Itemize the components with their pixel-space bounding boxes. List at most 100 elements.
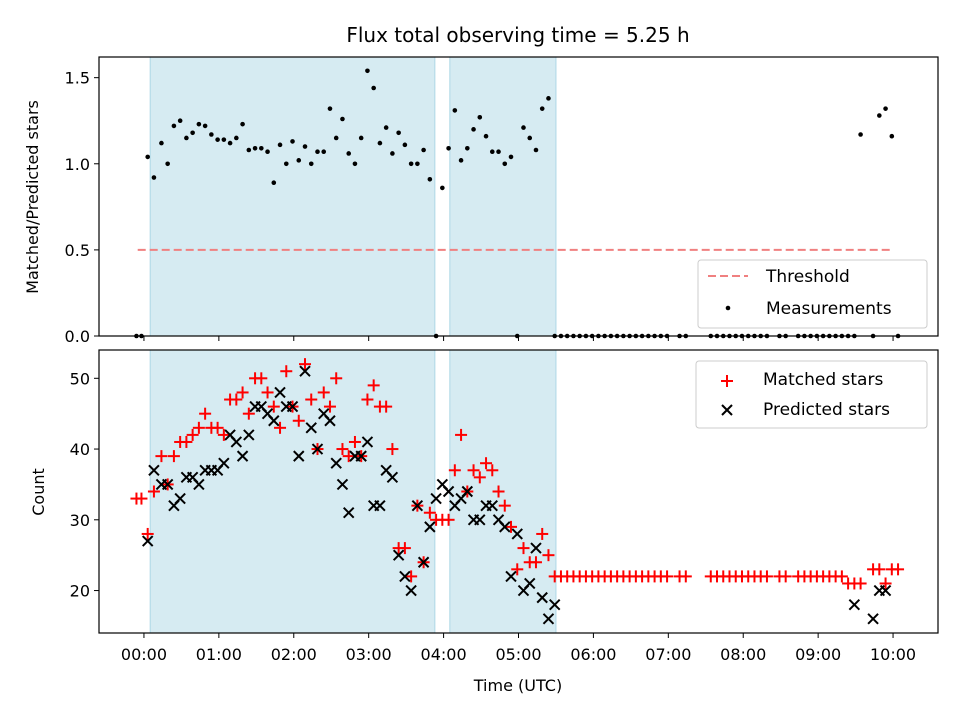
measurement-point: [277, 142, 283, 148]
measurement-point: [408, 161, 414, 167]
matched-point: [892, 563, 905, 576]
matched-point: [305, 393, 318, 406]
predicted-point: [424, 521, 436, 533]
measurement-point: [151, 175, 157, 180]
threshold-legend-label: Threshold: [765, 267, 850, 287]
measurement-point: [415, 161, 420, 167]
matched-point: [155, 450, 168, 463]
measurement-point: [327, 106, 333, 111]
measurement-point: [452, 108, 458, 113]
measurement-point: [477, 114, 483, 120]
matched-point: [380, 400, 393, 413]
predicted-point: [392, 549, 405, 561]
measurement-point: [502, 161, 508, 167]
measurement-point: [246, 147, 252, 153]
measurement-point: [421, 147, 426, 153]
measurement-point: [308, 161, 314, 167]
matched-point: [199, 407, 212, 420]
measurement-point: [302, 144, 308, 149]
measurement-point: [390, 151, 395, 156]
matched-point: [323, 400, 336, 413]
measurement-point: [177, 118, 183, 124]
y-tick-label: 0.5: [65, 241, 90, 260]
predicted-point: [274, 386, 286, 399]
matched-point: [679, 570, 692, 583]
predicted-point: [530, 542, 542, 554]
measurement-point: [227, 140, 233, 146]
matched-point: [473, 471, 486, 484]
matched-point: [336, 443, 349, 456]
predicted-point: [336, 478, 349, 491]
measurement-point: [202, 123, 208, 129]
ratio-legend-box: [697, 259, 928, 329]
predicted-point: [330, 457, 342, 469]
measurement-point: [234, 135, 239, 141]
measurement-point: [259, 145, 264, 151]
measurements-legend-swatch: [725, 305, 731, 311]
matched-point: [498, 499, 511, 512]
matched-point: [180, 435, 193, 448]
measurement-point: [265, 149, 270, 155]
matched-point: [367, 379, 380, 392]
matched-point: [261, 386, 274, 399]
predicted-point: [879, 584, 892, 597]
predicted-point: [299, 365, 311, 377]
matched-point: [536, 527, 549, 540]
measurement-point: [877, 113, 882, 118]
measurement-point: [184, 135, 189, 141]
x-tick-label: 08:00: [720, 645, 766, 664]
predicted-point: [193, 478, 205, 491]
ratio-legend: Threshold Measurements: [697, 259, 928, 329]
matched-point: [217, 428, 230, 441]
predicted-point: [524, 577, 536, 590]
measurement-point: [427, 176, 433, 182]
measurement-point: [440, 185, 445, 191]
count-panel: 20 30 40 50 00:00 01:00 02:00 03:00 04:00 05:00 0…: [29, 349, 939, 695]
matched-point: [467, 464, 480, 477]
x-tick-label: 04:00: [421, 645, 467, 664]
predicted-point: [461, 485, 474, 498]
ratio-panel: 0.0 0.5 1.0 1.5 Matched/Predicted stars Thr…: [23, 56, 939, 346]
count-legend: Matched stars Predicted stars: [695, 360, 928, 429]
predicted-point: [474, 514, 486, 526]
measurements-legend-label: Measurements: [766, 299, 892, 319]
count-legend-box: [695, 360, 928, 429]
matched-point: [242, 407, 255, 420]
predicted-point: [218, 457, 230, 469]
matched-point: [330, 372, 343, 385]
measurement-point: [346, 151, 352, 156]
x-tick-label: 06:00: [570, 645, 616, 664]
matched-point: [211, 421, 224, 434]
measurement-point: [465, 145, 470, 151]
matched-point: [661, 570, 674, 583]
measurement-point: [321, 149, 327, 155]
measurement-point: [283, 161, 289, 167]
predicted-point: [161, 478, 174, 491]
matched-point: [192, 421, 205, 434]
measurement-point: [489, 149, 495, 155]
measurement-point: [221, 137, 227, 142]
matched-point: [442, 513, 455, 526]
matched-point: [517, 542, 530, 555]
predicted-point: [405, 584, 417, 597]
measurement-point: [196, 121, 202, 127]
predicted-point: [230, 436, 243, 448]
measurement-point: [290, 139, 295, 144]
matched-point: [147, 485, 160, 498]
predicted-point: [361, 436, 374, 448]
matched-point: [398, 542, 411, 555]
x-tick-label: 10:00: [870, 645, 916, 664]
y-tick-label: 30: [70, 511, 90, 530]
measurement-point: [352, 161, 358, 167]
measurement-point: [159, 140, 164, 146]
measurement-point: [527, 135, 533, 141]
matched-point: [361, 393, 374, 406]
measurement-point: [145, 154, 150, 160]
predicted-point: [430, 492, 442, 505]
x-tick-label: 05:00: [495, 645, 541, 664]
matched-point: [542, 549, 555, 562]
observing-interval-2: [449, 56, 557, 337]
matched-point: [529, 556, 542, 569]
predicted-point: [499, 521, 511, 533]
matched-point: [455, 428, 468, 441]
